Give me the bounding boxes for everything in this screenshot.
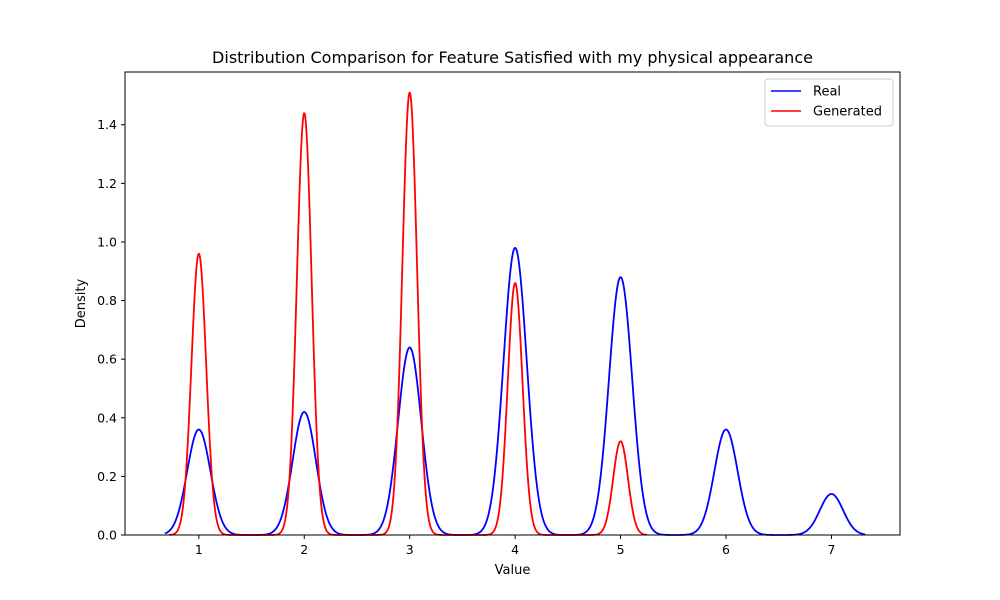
y-tick-label: 1.4 <box>97 117 117 132</box>
y-tick-label: 0.6 <box>97 352 117 367</box>
y-tick-label: 0.0 <box>97 528 117 543</box>
series-lines <box>164 91 866 536</box>
y-tick-label: 0.8 <box>97 293 117 308</box>
y-axis-ticks: 0.0 0.2 0.4 0.6 0.8 1.0 1.2 1.4 <box>97 117 125 543</box>
x-axis-label: Value <box>495 563 531 578</box>
x-tick-label: 3 <box>406 542 414 557</box>
x-tick-label: 6 <box>722 542 730 557</box>
chart-title: Distribution Comparison for Feature Sati… <box>212 48 813 67</box>
y-tick-label: 0.4 <box>97 410 117 425</box>
y-tick-label: 1.2 <box>97 176 117 191</box>
y-axis-label: Density <box>74 278 89 328</box>
y-tick-label: 1.0 <box>97 234 117 249</box>
x-tick-label: 4 <box>511 542 519 557</box>
x-tick-label: 2 <box>300 542 308 557</box>
y-tick-label: 0.2 <box>97 469 117 484</box>
legend: Real Generated <box>764 78 894 127</box>
legend-label-generated: Generated <box>813 105 882 120</box>
x-tick-label: 7 <box>827 542 835 557</box>
plot-frame <box>124 71 901 536</box>
legend-label-real: Real <box>813 85 841 100</box>
x-tick-label: 1 <box>195 542 203 557</box>
series-line-generated <box>168 91 648 536</box>
x-tick-label: 5 <box>617 542 625 557</box>
x-axis-ticks: 1 2 3 4 5 6 7 <box>195 535 835 557</box>
series-line-real <box>164 246 866 536</box>
